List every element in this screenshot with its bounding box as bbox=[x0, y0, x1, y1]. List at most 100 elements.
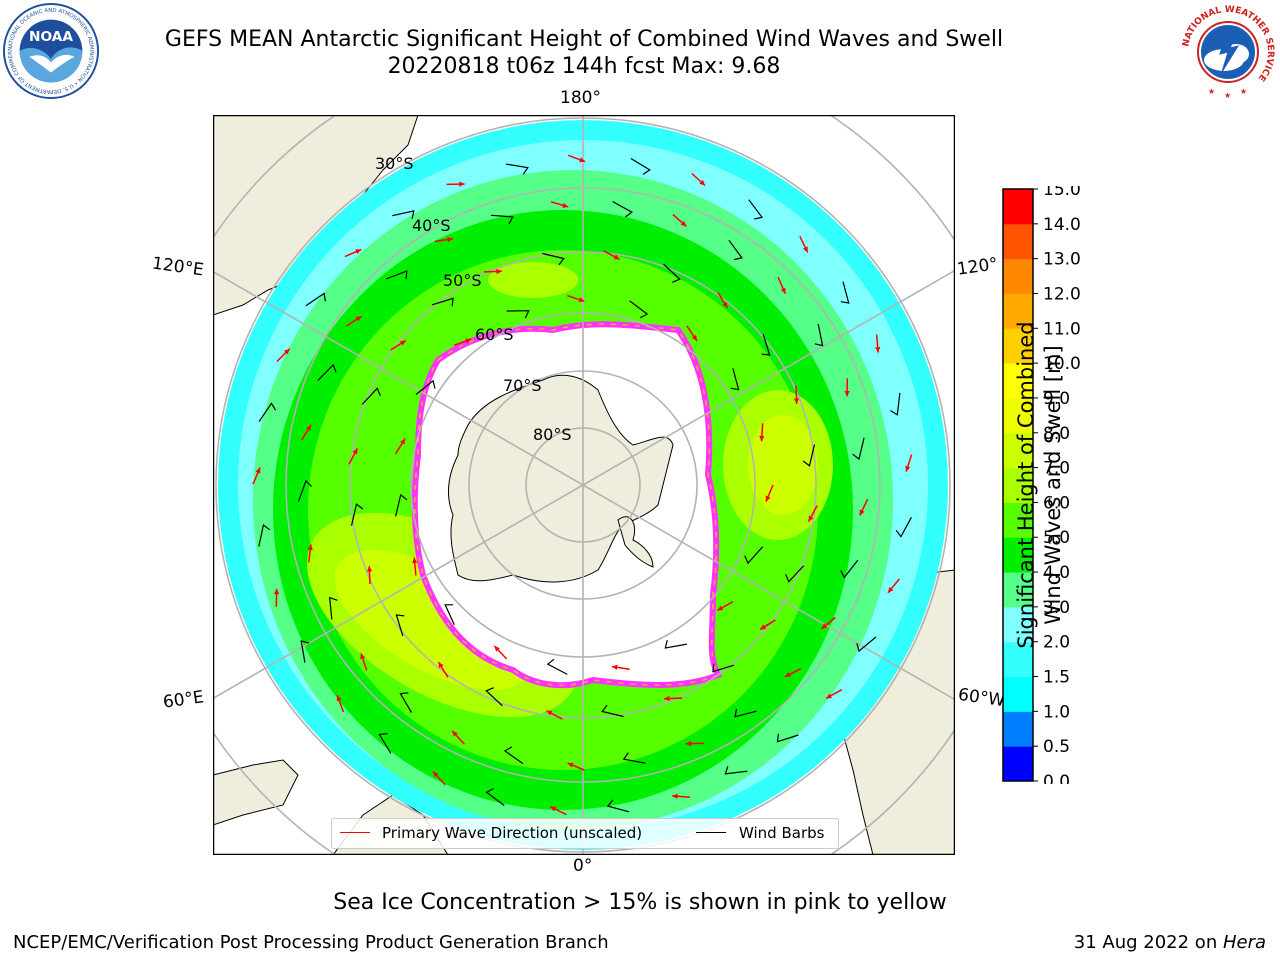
wave-arrow-head bbox=[699, 180, 706, 186]
vector-layer bbox=[252, 154, 913, 816]
wind-barb bbox=[415, 379, 436, 396]
wave-arrow-head bbox=[432, 771, 439, 778]
wind-barb bbox=[317, 363, 337, 382]
antarctic-peninsula bbox=[617, 516, 654, 568]
colorbar-box bbox=[1003, 363, 1033, 399]
wave-arrow-head bbox=[399, 340, 406, 346]
sea-ice-note: Sea Ice Concentration > 15% is shown in … bbox=[333, 890, 947, 915]
wave-arrow-head bbox=[274, 588, 280, 595]
noaa-logo: NATIONAL OCEANIC AND ATMOSPHERIC ADMINIS… bbox=[2, 2, 100, 100]
wind-barb bbox=[378, 733, 392, 754]
wave-arrow-head bbox=[366, 566, 373, 572]
footer-org: NCEP/EMC/Verification Post Processing Pr… bbox=[13, 932, 609, 953]
colorbar-tick-label: 0.0 bbox=[1043, 772, 1070, 784]
colorbar-tick-label: 1.5 bbox=[1043, 668, 1070, 688]
svg-text:★: ★ bbox=[1224, 91, 1231, 100]
colorbar-box bbox=[1003, 467, 1033, 503]
band-6-7m-ross bbox=[488, 262, 578, 298]
wind-barb bbox=[542, 252, 565, 266]
wind-barb bbox=[612, 200, 634, 218]
wave-arrow-head bbox=[717, 605, 724, 611]
colorbar-boxes bbox=[1003, 189, 1033, 782]
colorbar-frame bbox=[1002, 188, 1034, 782]
wave-arrow-head bbox=[496, 268, 502, 275]
colorbar-tick-label: 8.0 bbox=[1043, 424, 1070, 444]
noaa-logo-text: NOAA bbox=[29, 29, 73, 45]
lon-label-upper-left: 120°E bbox=[150, 253, 205, 281]
wave-arrow-head bbox=[352, 448, 358, 455]
wind-barb bbox=[503, 746, 524, 765]
wind-barb bbox=[856, 636, 877, 653]
wind-barb bbox=[744, 546, 764, 565]
map-frame bbox=[213, 115, 955, 855]
wind-barb bbox=[444, 604, 455, 626]
wave-arrow-head bbox=[412, 557, 418, 564]
wind-barb bbox=[395, 493, 408, 517]
nws-logo: NATIONAL WEATHER SERVICE ★ ★ ★ bbox=[1180, 4, 1276, 100]
wave-arrow-head bbox=[613, 254, 620, 260]
lat-label-80s: 80°S bbox=[533, 425, 572, 444]
colorbar-box bbox=[1003, 641, 1033, 678]
colorbar-box bbox=[1003, 711, 1033, 747]
wave-arrow-head bbox=[844, 391, 850, 397]
wave-arrow-head bbox=[759, 435, 765, 442]
wave-arrow-head bbox=[859, 509, 865, 516]
wind-barb bbox=[802, 444, 816, 467]
colorbar-box bbox=[1003, 502, 1033, 538]
madagascar-landmass bbox=[213, 759, 299, 826]
wave-arrow-head bbox=[887, 586, 894, 593]
wind-barb bbox=[712, 663, 735, 673]
graticule bbox=[213, 115, 955, 855]
wave-arrow-head bbox=[672, 793, 678, 799]
colorbar-tick-label: 9.0 bbox=[1043, 389, 1070, 409]
wind-barb bbox=[361, 387, 381, 405]
lon-label-upper-right: 120° bbox=[955, 254, 1000, 280]
colorbar-tick-label: 15.0 bbox=[1043, 186, 1081, 200]
wind-barb bbox=[852, 437, 865, 461]
wave-arrow-head bbox=[784, 672, 791, 677]
wind-barb bbox=[392, 210, 415, 219]
wave-arrow-head bbox=[579, 157, 586, 163]
wave-arrow-head bbox=[307, 544, 313, 551]
colorbar-tick-label: 3.0 bbox=[1043, 598, 1070, 618]
colorbar-tick-label: 2.0 bbox=[1043, 633, 1070, 653]
colorbar-box bbox=[1003, 606, 1033, 643]
wind-barb bbox=[785, 565, 805, 583]
wind-barb bbox=[300, 640, 310, 663]
wind-barb bbox=[546, 658, 568, 675]
wave-arrow-head bbox=[438, 662, 444, 669]
wave-arrow-head bbox=[567, 762, 574, 768]
colorbar-box bbox=[1003, 258, 1033, 294]
wind-barb bbox=[761, 333, 771, 356]
colorbar-box bbox=[1003, 223, 1033, 260]
wind-barb bbox=[485, 687, 503, 707]
wave-arrow-head bbox=[826, 693, 832, 699]
wave-arrow-head bbox=[680, 220, 687, 227]
wind-barb bbox=[622, 752, 646, 764]
colorbar-box bbox=[1003, 328, 1033, 364]
lon-label-top: 180° bbox=[560, 88, 601, 108]
wave-arrow-head bbox=[875, 347, 881, 353]
colorbar-tick-label: 12.0 bbox=[1043, 284, 1081, 304]
wind-barb bbox=[258, 402, 277, 422]
colorbar-tick-label: 13.0 bbox=[1043, 250, 1081, 270]
chart-title: GEFS MEAN Antarctic Significant Height o… bbox=[164, 27, 1004, 52]
wind-barb bbox=[399, 692, 413, 713]
colorbar-tick-label: 11.0 bbox=[1043, 319, 1081, 339]
wave-arrow-head bbox=[465, 338, 472, 344]
wind-barb bbox=[630, 157, 651, 175]
colorbar-label: Significant Height of Combined Wind Wave… bbox=[1013, 285, 1073, 685]
wind-barbs-legend-label: Wind Barbs bbox=[739, 824, 825, 842]
wind-barb bbox=[506, 310, 530, 319]
colorbar-tick-label: 0.5 bbox=[1043, 737, 1070, 757]
wind-barb bbox=[395, 614, 405, 637]
footer-machine: Hera bbox=[1222, 932, 1266, 953]
wind-barb bbox=[663, 263, 681, 283]
colorbar-tick-label: 14.0 bbox=[1043, 215, 1081, 235]
wave-arrow-head bbox=[360, 653, 366, 660]
primary-wave-legend-label: Primary Wave Direction (unscaled) bbox=[382, 824, 643, 842]
wave-arrow-head bbox=[765, 495, 771, 502]
wind-barb bbox=[776, 733, 799, 743]
wind-barb-swatch bbox=[696, 832, 726, 833]
wave-arrow-head bbox=[578, 297, 585, 303]
